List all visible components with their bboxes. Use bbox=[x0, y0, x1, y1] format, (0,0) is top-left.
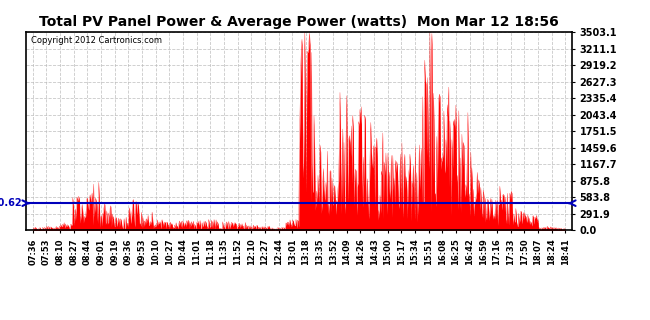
Title: Total PV Panel Power & Average Power (watts)  Mon Mar 12 18:56: Total PV Panel Power & Average Power (wa… bbox=[39, 15, 559, 29]
Text: 480.62: 480.62 bbox=[0, 198, 22, 208]
Text: Copyright 2012 Cartronics.com: Copyright 2012 Cartronics.com bbox=[31, 36, 162, 45]
